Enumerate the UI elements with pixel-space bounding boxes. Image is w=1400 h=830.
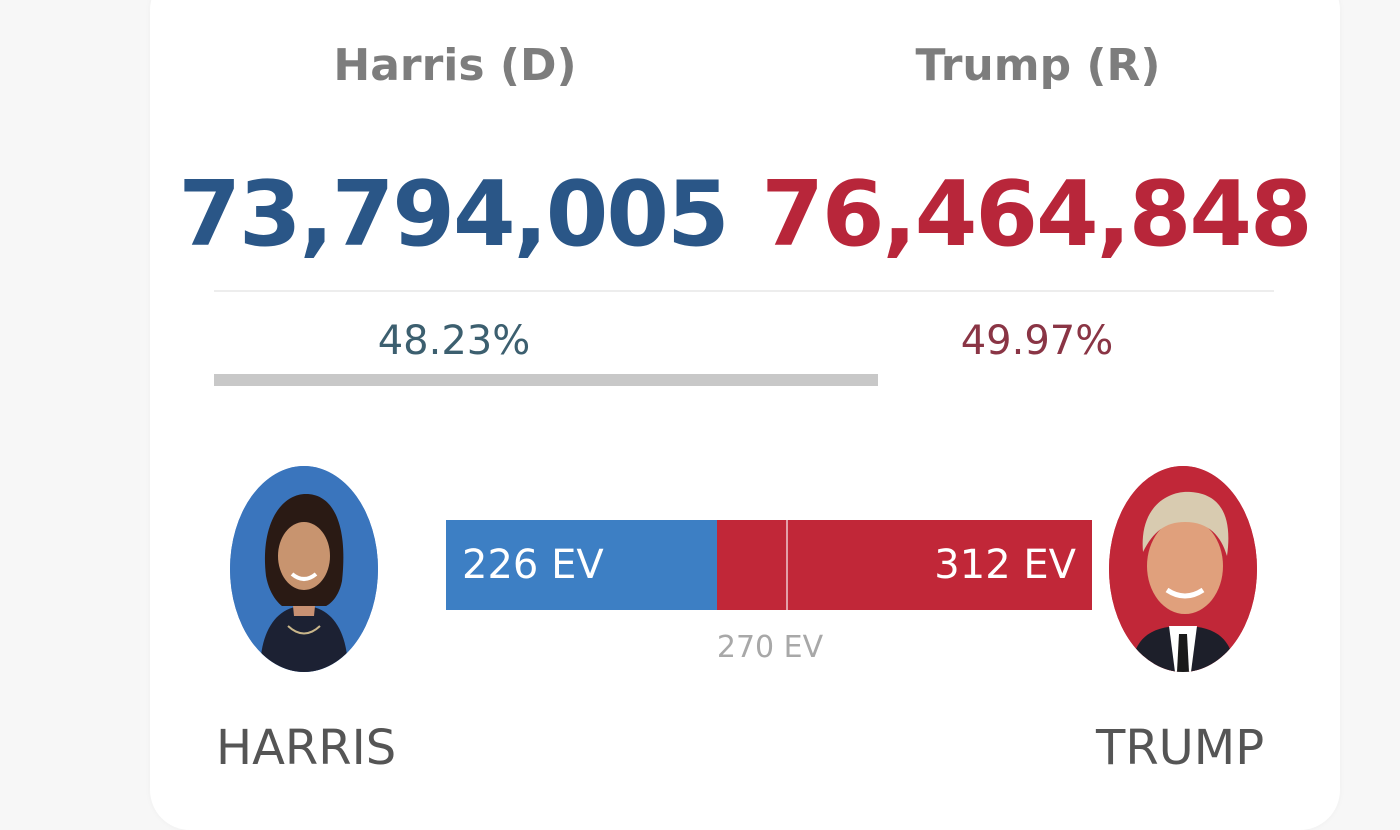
harris-header: Harris (D) <box>333 40 577 91</box>
trump-name: TRUMP <box>1096 720 1265 776</box>
harris-name: HARRIS <box>216 720 397 776</box>
trump-header: Trump (R) <box>915 40 1161 91</box>
harris-portrait <box>230 466 378 672</box>
trump-ev-label: 312 EV <box>934 542 1076 588</box>
trump-percent: 49.97% <box>960 318 1114 364</box>
harris-vote-count: 73,794,005 <box>178 162 729 267</box>
popular-vote-bar <box>214 374 878 386</box>
harris-percent: 48.23% <box>377 318 531 364</box>
trump-portrait <box>1109 466 1257 672</box>
results-card <box>150 0 1340 830</box>
electoral-vote-bar: 226 EV 312 EV <box>446 520 1092 610</box>
divider <box>214 290 1274 292</box>
harris-avatar-icon <box>230 466 378 672</box>
threshold-marker <box>786 520 789 610</box>
harris-ev-segment <box>446 520 718 610</box>
harris-ev-label: 226 EV <box>462 542 604 588</box>
trump-vote-count: 76,464,848 <box>761 162 1312 267</box>
trump-avatar-icon <box>1109 466 1257 672</box>
threshold-label: 270 EV <box>716 630 824 665</box>
